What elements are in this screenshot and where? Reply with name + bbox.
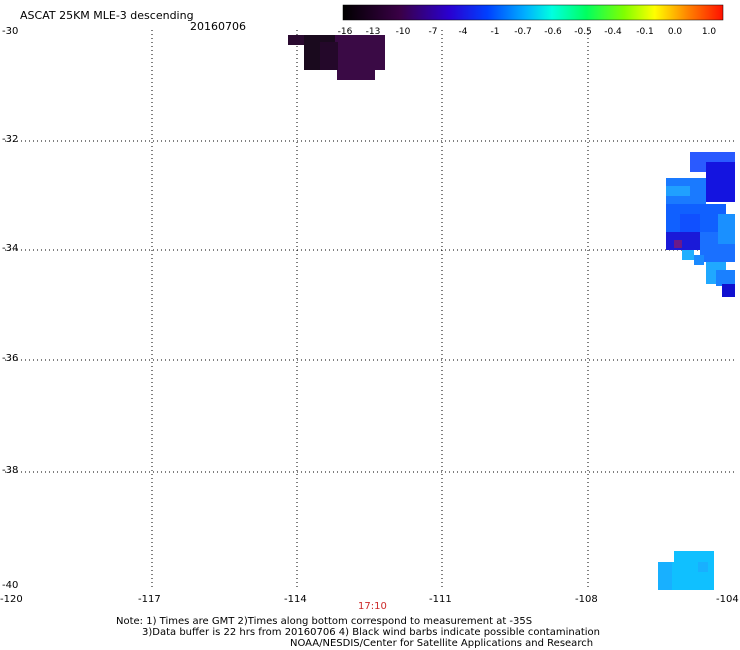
lat-label: -32: [2, 134, 19, 145]
colorbar-tick: -10: [395, 27, 411, 37]
colorbar-tick: -7: [428, 27, 438, 37]
colorbar-tick: -0.4: [604, 27, 622, 37]
lon-label: -120: [0, 594, 23, 605]
map-title: ASCAT 25KM MLE-3 descending: [20, 9, 194, 22]
map-date: 20160706: [190, 20, 246, 33]
colorbar-tick: -1: [490, 27, 500, 37]
lat-label: -38: [2, 465, 19, 476]
swath-time-label: 17:10: [358, 601, 387, 612]
colorbar-tick: -0.1: [636, 27, 654, 37]
colorbar: [342, 4, 724, 21]
colorbar-tick: 0.0: [667, 27, 683, 37]
lon-label: -108: [575, 594, 598, 605]
colorbar-tick: -16: [337, 27, 353, 37]
graticule: [5, 30, 735, 590]
colorbar-tick: -4: [458, 27, 468, 37]
lon-label: -117: [138, 594, 161, 605]
lon-label: -114: [284, 594, 307, 605]
lat-label: -30: [2, 26, 19, 37]
note-line-1: Note: 1) Times are GMT 2)Times along bot…: [116, 616, 533, 627]
colorbar-tick: -0.5: [574, 27, 592, 37]
note-line-3: NOAA/NESDIS/Center for Satellite Applica…: [290, 638, 594, 649]
lon-label: -111: [429, 594, 452, 605]
north-dark-patch: [288, 35, 385, 80]
lat-label: -40: [2, 580, 19, 591]
southeast-cyan-patch: [658, 551, 714, 590]
colorbar-tick: -13: [365, 27, 381, 37]
colorbar-tick: 1.0: [701, 27, 717, 37]
colorbar-tick: -0.7: [514, 27, 532, 37]
note-line-2: 3)Data buffer is 22 hrs from 20160706 4)…: [142, 627, 600, 638]
lat-label: -36: [2, 353, 19, 364]
colorbar-tick: -0.6: [544, 27, 562, 37]
lon-label: -104: [716, 594, 739, 605]
east-blue-patch: [666, 152, 735, 297]
lat-label: -34: [2, 243, 19, 254]
